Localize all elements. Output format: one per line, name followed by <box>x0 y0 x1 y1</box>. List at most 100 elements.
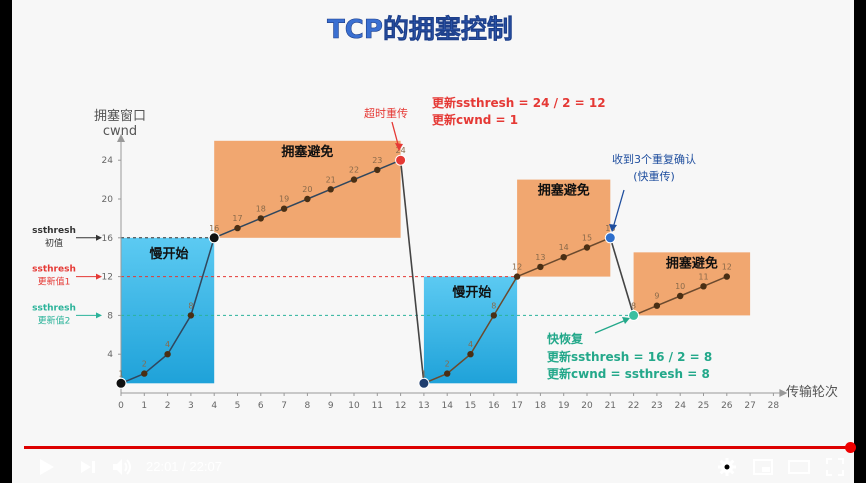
data-label: 9 <box>654 292 659 301</box>
data-label: 21 <box>326 175 336 184</box>
data-label: 1 <box>118 369 123 378</box>
data-point <box>374 166 381 174</box>
data-label: 15 <box>582 234 592 243</box>
x-tick-label: 24 <box>674 401 686 411</box>
y-tick-label: 8 <box>107 311 113 321</box>
x-tick-label: 14 <box>441 401 453 411</box>
data-point <box>583 244 591 251</box>
data-label: 13 <box>535 253 545 262</box>
annotation-arrows <box>391 121 630 334</box>
y-axis-arrow <box>117 134 125 142</box>
x-tick-label: 16 <box>488 401 500 411</box>
data-point <box>444 370 451 377</box>
data-label: 18 <box>256 204 266 213</box>
data-label: 10 <box>675 282 685 291</box>
annotation-cwnd-update-1: 更新cwnd = 1 <box>432 112 518 127</box>
x-tick-label: 18 <box>535 401 547 411</box>
x-tick-label: 0 <box>118 401 124 411</box>
play-icon <box>40 459 54 475</box>
x-tick-label: 1 <box>141 401 147 411</box>
threshold-label: ssthresh <box>32 265 76 275</box>
region-label: 拥塞避免 <box>538 183 590 199</box>
x-tick-label: 23 <box>651 401 662 411</box>
x-tick-label: 10 <box>348 401 360 411</box>
annotation-ssthresh-update-2: 更新ssthresh = 16 / 2 = 8 <box>547 349 712 364</box>
data-point <box>700 283 707 290</box>
region-label: 慢开始 <box>149 246 188 262</box>
progress-scrubber[interactable] <box>844 442 856 453</box>
data-label: 8 <box>631 301 636 310</box>
threshold-sublabel: 更新值2 <box>38 314 71 326</box>
data-label: 4 <box>468 340 473 349</box>
data-point <box>257 215 264 222</box>
y-axis-label-1: 拥塞窗口 <box>94 108 146 124</box>
next-button[interactable] <box>77 456 99 478</box>
x-tick-label: 15 <box>465 401 476 411</box>
miniplayer-button[interactable] <box>751 456 775 478</box>
data-point <box>234 224 241 232</box>
data-label: 8 <box>188 301 193 310</box>
annotation-fast-retransmit: (快重传) <box>633 169 675 183</box>
data-point <box>350 176 358 183</box>
data-label: 8 <box>491 301 496 310</box>
y-tick-label: 4 <box>107 350 113 360</box>
threshold-arrow-head <box>96 234 102 241</box>
next-icon <box>81 461 95 473</box>
region-congestion-avoidance <box>517 179 611 277</box>
data-label: 12 <box>722 263 732 272</box>
play-button[interactable] <box>36 456 58 478</box>
x-tick-label: 5 <box>235 401 241 411</box>
highlight-point <box>418 377 430 389</box>
fullscreen-button[interactable] <box>823 456 847 478</box>
volume-button[interactable] <box>111 456 135 478</box>
data-label: 17 <box>232 214 242 223</box>
threshold-sublabel: 初值 <box>45 237 63 249</box>
threshold-arrow-head <box>96 312 102 319</box>
theater-mode-button[interactable] <box>787 456 811 478</box>
volume-icon <box>113 459 131 475</box>
threshold-label: ssthresh <box>32 226 76 236</box>
x-tick-label: 22 <box>628 401 639 411</box>
data-label: 14 <box>559 243 569 252</box>
x-axis-arrow <box>779 389 788 397</box>
annotation-fast-recovery: 快恢复 <box>547 331 584 346</box>
highlight-point <box>208 232 220 244</box>
data-point <box>280 205 288 212</box>
data-point <box>537 263 544 271</box>
progress-bar[interactable] <box>24 446 850 449</box>
data-point <box>653 302 661 309</box>
y-tick-label: 16 <box>102 234 114 244</box>
y-axis-label-2: cwnd <box>103 124 137 139</box>
x-tick-label: 28 <box>768 401 780 411</box>
y-tick-label: 20 <box>102 195 114 205</box>
data-label: 19 <box>279 195 289 204</box>
x-tick-label: 12 <box>395 401 406 411</box>
duration: 22:07 <box>189 459 222 474</box>
x-tick-label: 17 <box>511 401 522 411</box>
annotation-triple-ack: 收到3个重复确认 <box>612 152 696 166</box>
data-point <box>723 273 730 280</box>
data-point <box>467 351 474 358</box>
x-tick-label: 4 <box>211 401 217 411</box>
data-point <box>304 195 311 203</box>
threshold-arrow-head <box>96 273 102 280</box>
drop-line <box>399 160 425 384</box>
time-display: 22:01 / 22:07 <box>146 459 222 474</box>
highlight-point <box>604 232 616 244</box>
data-label: 22 <box>349 166 359 175</box>
x-axis-label: 传输轮次 <box>786 384 838 400</box>
data-point <box>677 292 684 300</box>
page-title: TCP的拥塞控制 <box>327 14 513 45</box>
x-tick-label: 13 <box>418 401 429 411</box>
highlight-point <box>395 154 407 166</box>
x-tick-label: 7 <box>281 401 287 411</box>
x-tick-label: 6 <box>258 401 264 411</box>
data-point <box>560 254 567 261</box>
data-label: 16 <box>605 224 615 233</box>
region-label: 拥塞避免 <box>666 255 718 271</box>
data-label: 1 <box>421 369 426 378</box>
settings-button[interactable] <box>716 456 738 478</box>
current-time: 22:01 <box>146 459 179 474</box>
region-slow-start <box>423 276 518 384</box>
